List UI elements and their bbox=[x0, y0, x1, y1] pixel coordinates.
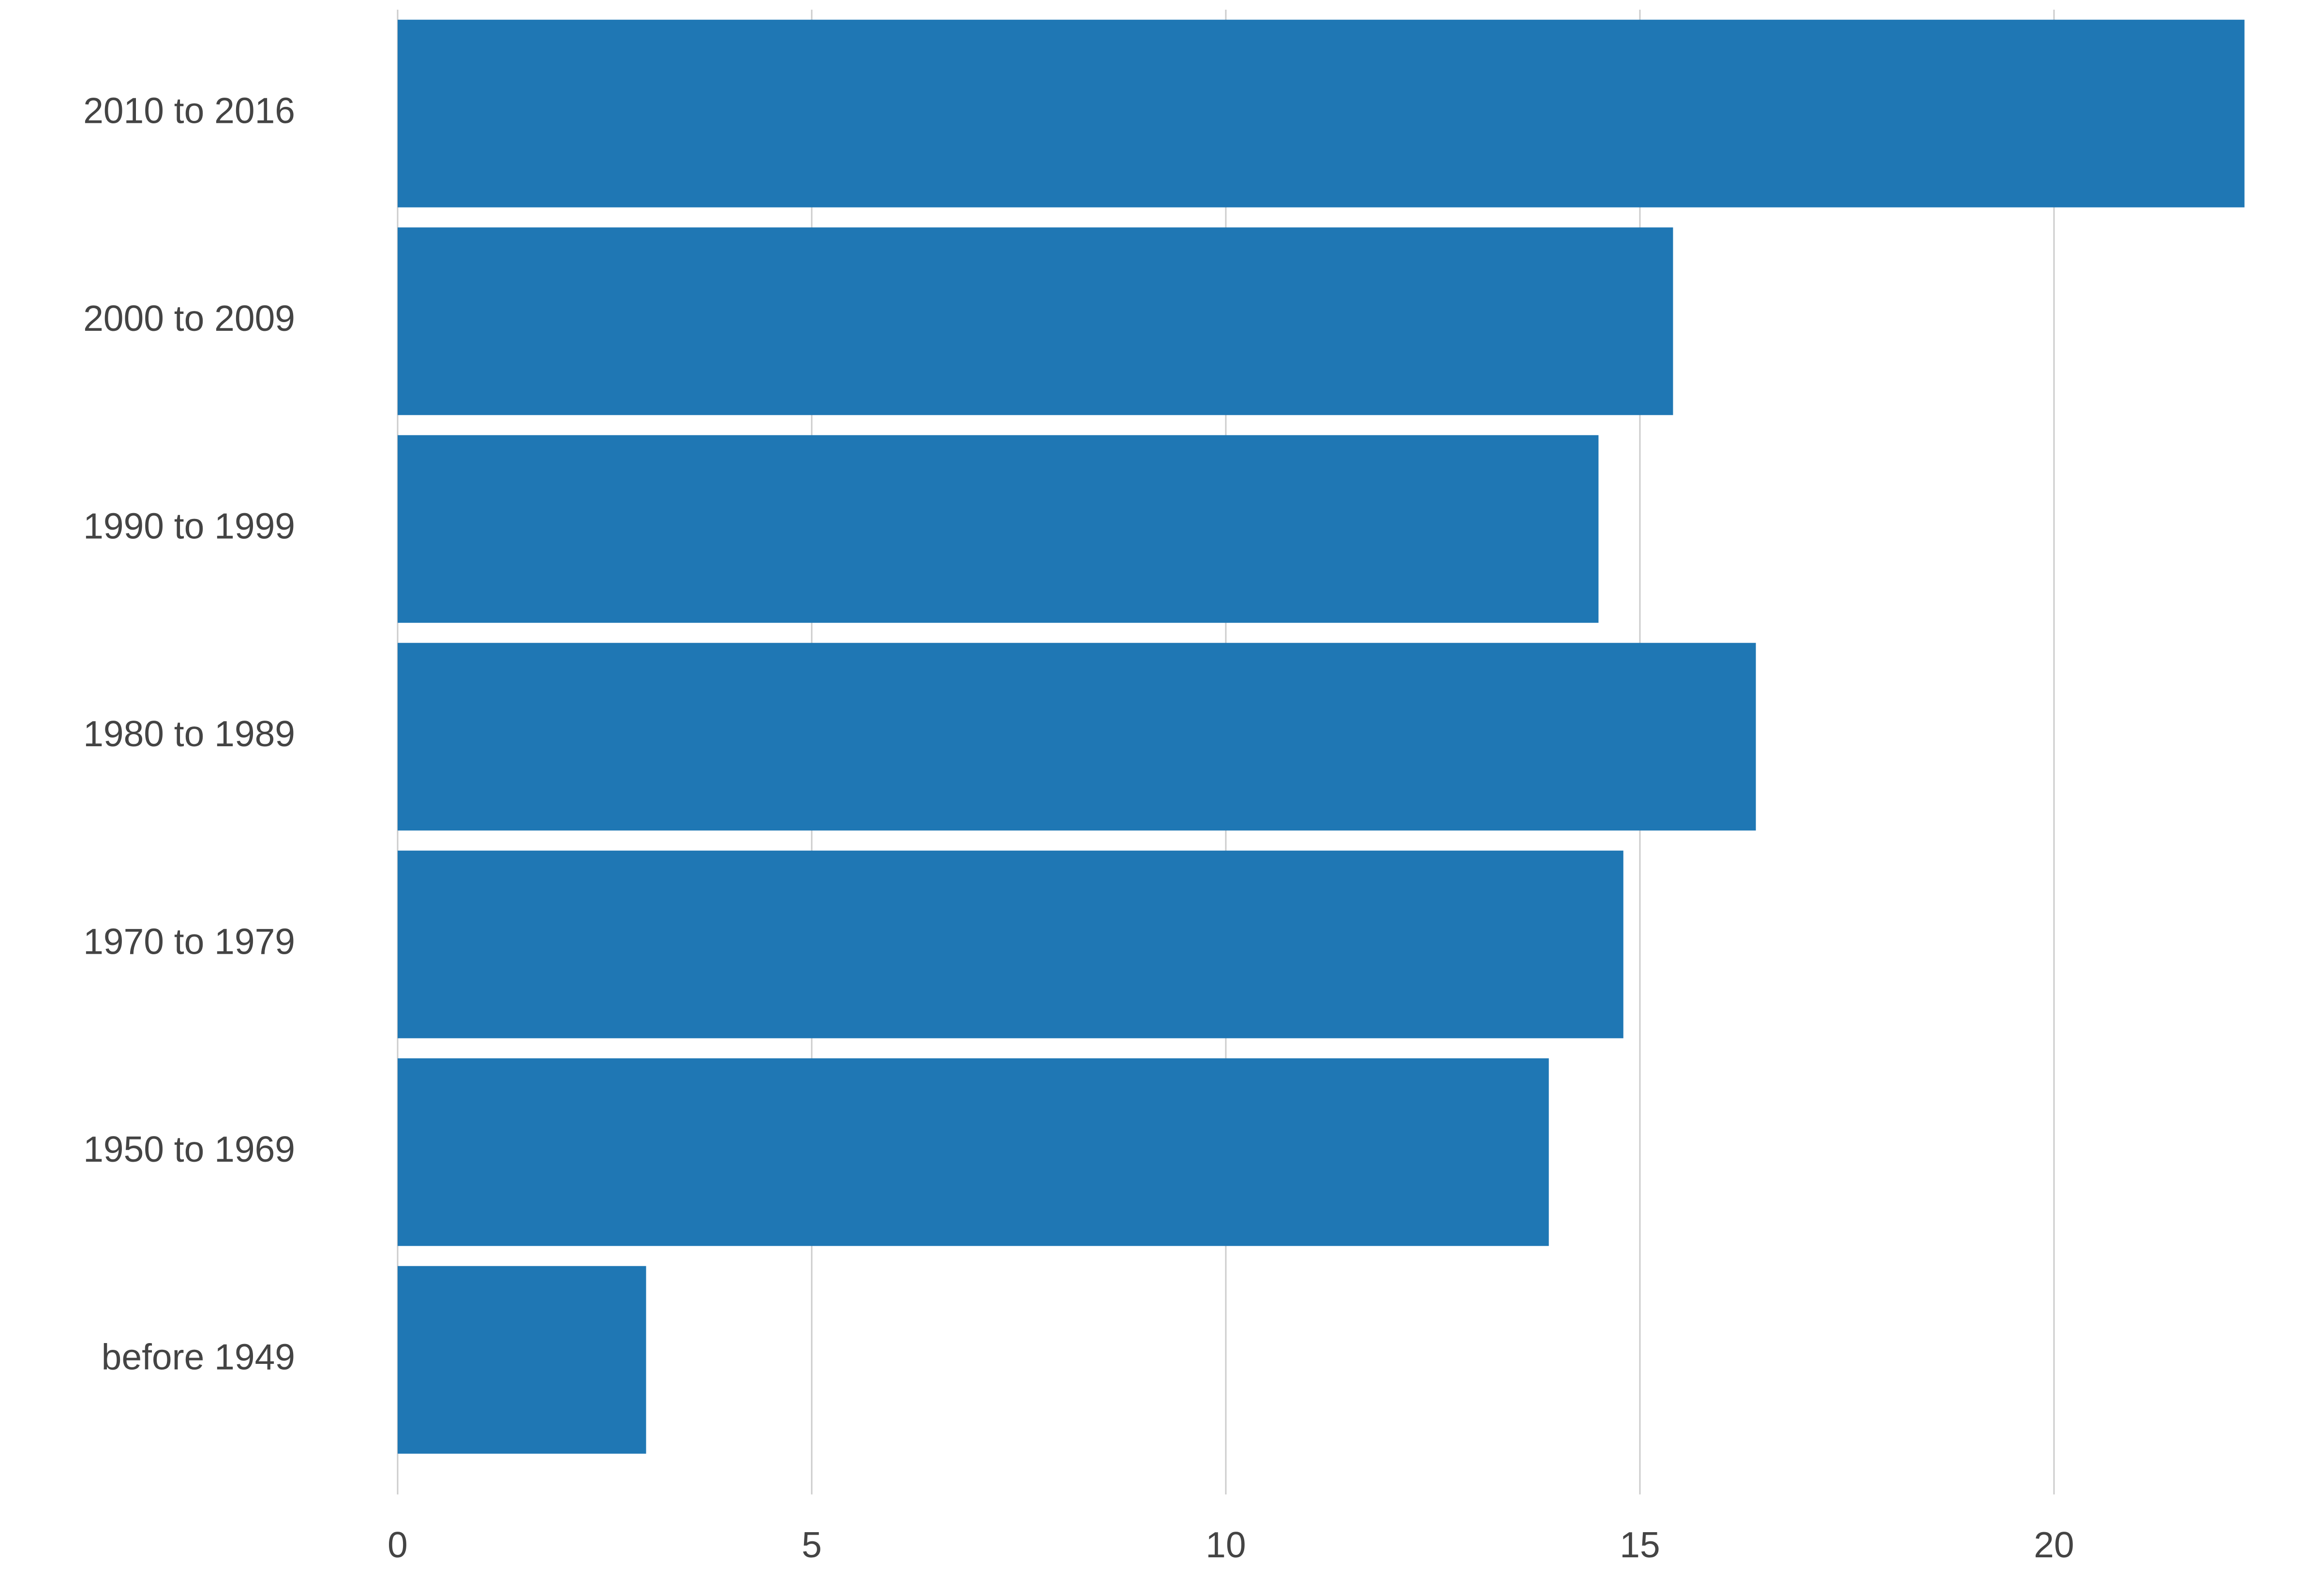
x-tick-label-15: 15 bbox=[1620, 1524, 1660, 1565]
bar-1980-to-1989 bbox=[398, 643, 1756, 831]
category-label-2000-to-2009: 2000 to 2009 bbox=[83, 298, 295, 339]
x-tick-label-0: 0 bbox=[387, 1524, 408, 1565]
bar-before-1949 bbox=[398, 1266, 646, 1454]
category-label-1950-to-1969: 1950 to 1969 bbox=[83, 1129, 295, 1169]
bars bbox=[398, 19, 2245, 1454]
category-label-before-1949: before 1949 bbox=[102, 1337, 295, 1377]
category-label-1990-to-1999: 1990 to 1999 bbox=[83, 506, 295, 547]
bar-1990-to-1999 bbox=[398, 435, 1599, 623]
x-tick-label-10: 10 bbox=[1206, 1524, 1246, 1565]
category-label-2010-to-2016: 2010 to 2016 bbox=[83, 90, 295, 131]
bar-2010-to-2016 bbox=[398, 19, 2245, 207]
bar-1950-to-1969 bbox=[398, 1058, 1549, 1246]
x-tick-label-5: 5 bbox=[802, 1524, 822, 1565]
x-tick-label-20: 20 bbox=[2034, 1524, 2074, 1565]
bar-1970-to-1979 bbox=[398, 850, 1623, 1038]
category-label-1980-to-1989: 1980 to 1989 bbox=[83, 713, 295, 754]
bar-2000-to-2009 bbox=[398, 227, 1673, 415]
x-tick-labels: 0 5 10 15 20 bbox=[387, 1524, 2074, 1565]
category-labels: 2010 to 2016 2000 to 2009 1990 to 1999 1980… bbox=[83, 90, 295, 1377]
category-label-1970-to-1979: 1970 to 1979 bbox=[83, 921, 295, 962]
